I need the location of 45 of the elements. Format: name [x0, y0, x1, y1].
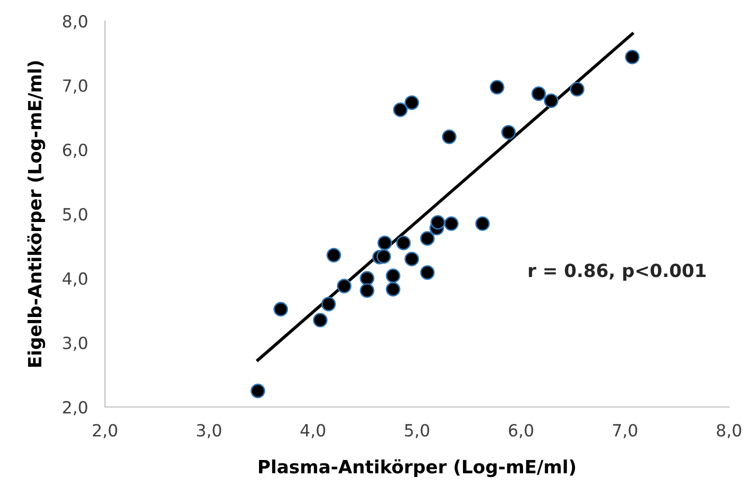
- y-tick-label: 3,0: [63, 336, 88, 351]
- point: [326, 248, 342, 262]
- point: [420, 231, 435, 246]
- point: [393, 102, 408, 118]
- y-tick-label: 8,0: [62, 14, 88, 30]
- y-tick-label: 7,0: [63, 79, 88, 94]
- x-tick-label: 8,0: [716, 424, 742, 438]
- y-tick-label: 5,0: [63, 208, 88, 222]
- point: [376, 249, 392, 264]
- x-tick-label: 6,0: [508, 424, 534, 438]
- x-tick-label: 7,0: [613, 424, 638, 438]
- x-axis-title: Plasma-Antikörper (Log-mE/ml): [259, 459, 576, 478]
- x-tick-label: 4,0: [300, 424, 326, 438]
- point: [250, 384, 266, 398]
- point: [396, 236, 411, 250]
- point: [321, 296, 336, 312]
- point: [273, 302, 288, 316]
- point: [386, 268, 400, 284]
- y-axis-title: Eigelb-Antikörper (Log-mE/ml): [27, 61, 46, 367]
- point: [490, 80, 504, 95]
- point: [544, 93, 558, 108]
- x-tick-label: 3,0: [197, 424, 222, 438]
- point: [360, 283, 374, 298]
- point: [360, 271, 374, 286]
- point: [624, 50, 640, 64]
- point: [444, 216, 459, 231]
- y-tick-label: 6,0: [62, 144, 88, 158]
- point: [475, 216, 490, 231]
- point: [404, 95, 420, 110]
- point: [531, 86, 546, 101]
- point: [312, 312, 328, 328]
- annotation: r = 0.86, p<0.001: [528, 264, 706, 281]
- point: [336, 278, 352, 294]
- point: [420, 265, 435, 280]
- point: [404, 252, 420, 266]
- point: [430, 215, 446, 230]
- x-tick-label: 5,0: [405, 424, 430, 438]
- point: [570, 82, 584, 96]
- point: [501, 125, 516, 140]
- y-tick-label: 2,0: [63, 400, 88, 416]
- point: [442, 130, 457, 144]
- x-tick-label: 2,0: [92, 424, 118, 438]
- point: [377, 236, 392, 250]
- y-tick-label: 4,0: [62, 272, 88, 287]
- point: [386, 282, 400, 297]
